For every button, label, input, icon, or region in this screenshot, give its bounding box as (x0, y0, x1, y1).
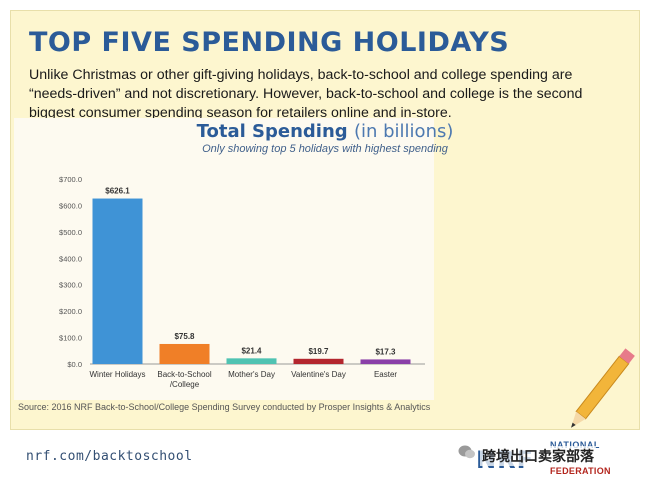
source-note: Source: 2016 NRF Back-to-School/College … (18, 402, 431, 412)
x-tick-label: Easter (374, 370, 397, 379)
y-tick-label: $700.0 (59, 175, 82, 184)
x-tick-label: Valentine's Day (291, 370, 346, 379)
data-label: $626.1 (105, 187, 130, 196)
chart-title-unit: (in billions) (353, 121, 454, 142)
bar (92, 198, 143, 364)
watermark-text: 跨境出口卖家部落 (480, 446, 596, 466)
intro-text: Unlike Christmas or other gift-giving ho… (29, 67, 583, 121)
pencil-icon (571, 348, 635, 428)
footer-url[interactable]: nrf.com/backtoschool (26, 449, 193, 464)
bar (159, 343, 210, 364)
bar (293, 358, 344, 364)
y-tick-label: $100.0 (59, 334, 82, 343)
chart-subtitle: Only showing top 5 holidays with highest… (202, 143, 448, 155)
logo-top-text: NATIONAL (550, 440, 600, 450)
y-tick-label: $600.0 (59, 201, 82, 210)
bar (226, 358, 277, 364)
y-tick-label: $500.0 (59, 228, 82, 237)
y-tick-label: $200.0 (59, 307, 82, 316)
x-tick-label: Mother's Day (228, 370, 275, 379)
bar (360, 359, 411, 364)
chat-bubble-icon (458, 445, 475, 459)
data-label: $75.8 (174, 332, 195, 341)
chart-title-main: Total Spending (196, 121, 348, 142)
data-label: $21.4 (241, 346, 262, 355)
y-tick-label: $300.0 (59, 281, 82, 290)
data-label: $17.3 (375, 347, 396, 356)
y-tick-label: $0.0 (67, 360, 82, 369)
chart-panel (14, 118, 434, 400)
logo-bottom-text: FEDERATION (550, 466, 611, 476)
y-tick-label: $400.0 (59, 254, 82, 263)
chart-title: Total Spending (in billions) (0, 121, 650, 142)
data-label: $19.7 (308, 347, 329, 356)
x-tick-label: Back-to-School/College (157, 370, 211, 389)
x-tick-label: Winter Holidays (89, 370, 145, 379)
headline: TOP FIVE SPENDING HOLIDAYS (29, 27, 510, 58)
